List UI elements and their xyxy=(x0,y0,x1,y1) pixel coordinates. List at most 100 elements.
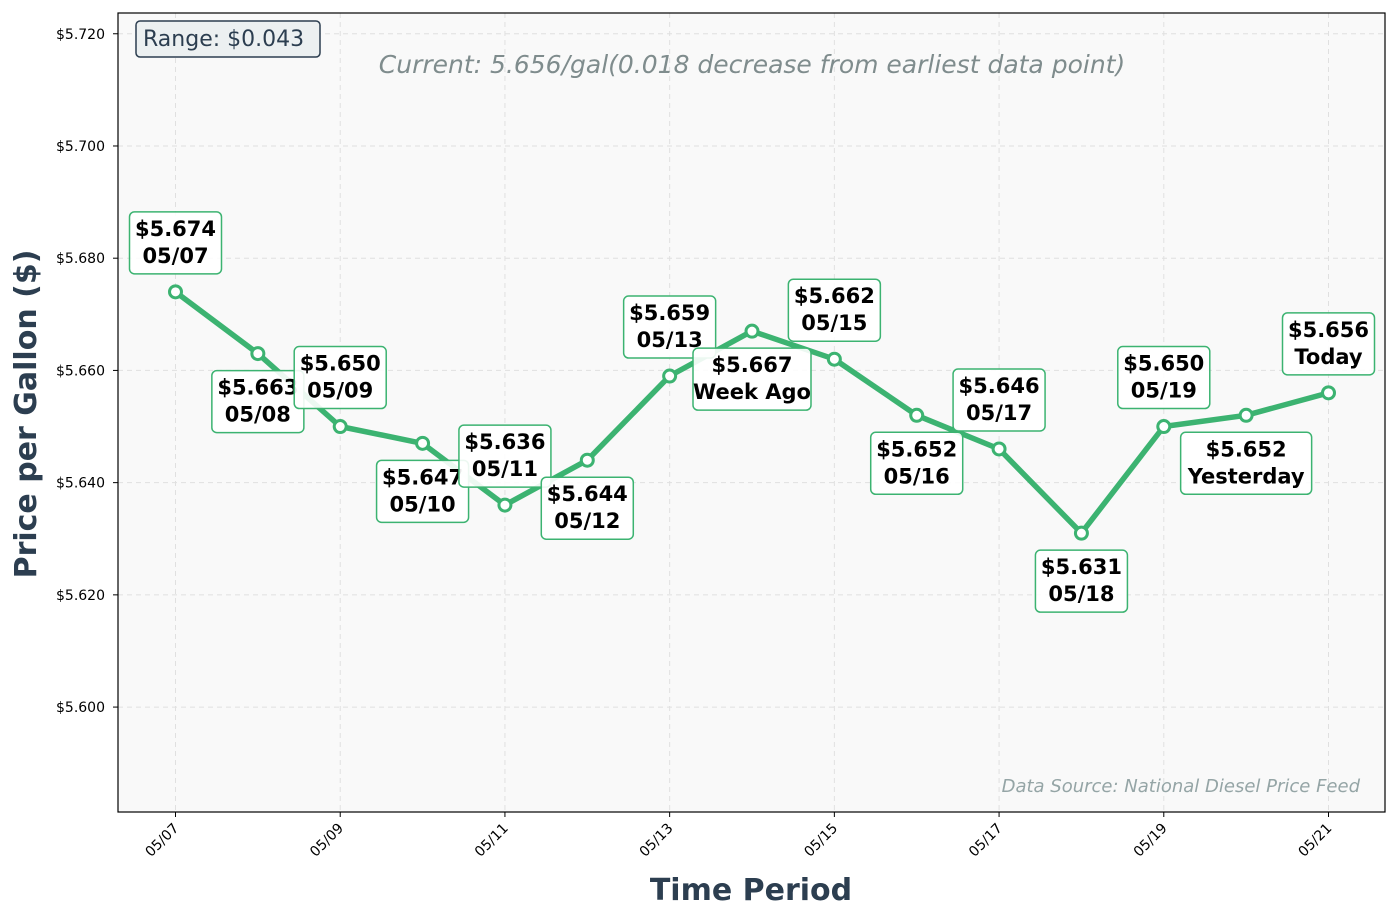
y-axis-ticks: $5.600 $5.620 $5.640 $5.660 $5.680 $5.700 $5.7… xyxy=(56,27,118,716)
annotation-box xyxy=(622,295,717,359)
annotation-price: $5.674 xyxy=(135,217,216,241)
annotation-box xyxy=(869,431,964,496)
point-annotation: $5.662 05/15 xyxy=(787,278,882,342)
data-point xyxy=(1321,385,1336,401)
point-annotation: $5.646 05/17 xyxy=(952,368,1046,432)
annotation-price: $5.652 xyxy=(876,437,957,461)
annotation-date: Week Ago xyxy=(693,380,811,404)
annotation-price: $5.650 xyxy=(300,352,381,376)
y-axis-title: Price per Gallon ($) xyxy=(9,250,44,579)
point-annotation: $5.663 05/08 xyxy=(211,369,305,434)
range-box: Range: $0.043 xyxy=(135,20,321,58)
annotation-date: 05/16 xyxy=(884,464,950,488)
annotation-box xyxy=(1281,312,1376,376)
point-annotation: $5.659 05/13 xyxy=(622,295,717,359)
annotation-price: $5.631 xyxy=(1041,555,1122,579)
x-tick-label: 05/21 xyxy=(1295,821,1335,861)
annotation-price: $5.663 xyxy=(217,376,298,400)
data-point xyxy=(415,435,431,451)
data-point xyxy=(1238,407,1254,423)
chart-subtitle: Current: 5.656/gal(0.018 decrease from e… xyxy=(379,50,1125,79)
annotation-date: Today xyxy=(1294,345,1363,369)
point-annotation: $5.652 Yesterday xyxy=(1179,431,1313,496)
point-annotation: $5.647 05/10 xyxy=(375,459,470,524)
plot-area xyxy=(118,13,1385,812)
point-annotation: $5.650 05/19 xyxy=(1117,345,1211,410)
data-point xyxy=(662,368,678,384)
annotation-date: 05/09 xyxy=(307,379,373,403)
annotation-date: Yesterday xyxy=(1187,464,1305,488)
annotation-price: $5.650 xyxy=(1123,352,1204,376)
x-tick-label: 05/09 xyxy=(307,821,347,861)
point-annotation: $5.674 05/07 xyxy=(128,211,223,275)
annotation-price: $5.659 xyxy=(629,301,710,325)
data-point xyxy=(250,346,266,362)
data-point xyxy=(579,452,595,468)
annotation-price: $5.656 xyxy=(1288,318,1369,342)
x-axis-title: Time Period xyxy=(650,873,852,908)
annotation-date: 05/08 xyxy=(225,403,291,427)
point-annotations: $5.674 05/07 $5.663 05/08 $5.650 05/09 $5.647 0… xyxy=(128,211,1376,613)
annotation-box xyxy=(128,211,223,275)
y-tick-label: $5.700 xyxy=(56,139,105,155)
point-annotation: $5.667 Week Ago xyxy=(692,347,812,411)
annotation-box xyxy=(787,278,882,342)
plot-frame xyxy=(117,12,1386,813)
annotation-price: $5.647 xyxy=(382,465,463,489)
point-annotation: $5.650 05/09 xyxy=(293,345,387,410)
annotation-box xyxy=(692,347,812,411)
x-tick-label: 05/07 xyxy=(142,821,182,861)
annotation-date: 05/13 xyxy=(637,328,703,352)
y-tick-label: $5.680 xyxy=(56,251,105,267)
annotation-price: $5.636 xyxy=(464,430,545,454)
data-point xyxy=(826,351,842,367)
data-point xyxy=(1156,419,1172,435)
annotation-date: 05/11 xyxy=(472,457,538,481)
annotation-date: 05/19 xyxy=(1131,379,1197,403)
annotation-date: 05/18 xyxy=(1048,582,1114,606)
annotation-price: $5.652 xyxy=(1206,437,1287,461)
data-point xyxy=(168,284,183,300)
y-tick-label: $5.640 xyxy=(56,476,105,492)
annotation-date: 05/07 xyxy=(142,244,208,268)
annotation-date: 05/15 xyxy=(801,311,867,335)
annotation-box xyxy=(540,476,635,540)
x-tick-label: 05/17 xyxy=(966,821,1006,861)
annotation-price: $5.667 xyxy=(711,353,792,377)
annotation-price: $5.646 xyxy=(959,374,1040,398)
x-tick-label: 05/11 xyxy=(472,821,512,861)
x-tick-label: 05/13 xyxy=(637,821,677,861)
annotation-box xyxy=(1117,345,1211,410)
annotation-box xyxy=(1034,549,1129,613)
point-annotation: $5.644 05/12 xyxy=(540,476,635,540)
annotation-price: $5.662 xyxy=(794,284,875,308)
annotation-box xyxy=(293,345,387,410)
x-axis-ticks: 05/07 05/09 05/11 05/13 05/15 05/17 05/19 05/21 xyxy=(142,812,1335,860)
annotation-price: $5.644 xyxy=(547,482,628,506)
point-annotation: $5.652 05/16 xyxy=(869,431,964,496)
x-tick-label: 05/15 xyxy=(801,821,841,861)
point-annotation: $5.631 05/18 xyxy=(1034,549,1129,613)
y-tick-label: $5.660 xyxy=(56,363,105,379)
data-point xyxy=(497,497,513,513)
data-point xyxy=(991,441,1007,457)
annotation-box xyxy=(375,459,470,524)
price-series-points xyxy=(168,284,1336,541)
annotation-box xyxy=(458,424,552,488)
range-label: Range: $0.043 xyxy=(143,27,304,52)
annotation-box xyxy=(952,368,1046,432)
data-point xyxy=(332,419,348,435)
annotation-date: 05/17 xyxy=(966,401,1032,425)
y-tick-label: $5.720 xyxy=(56,27,105,43)
data-point xyxy=(744,323,760,339)
data-point xyxy=(909,407,925,423)
data-point xyxy=(1073,525,1089,541)
point-annotation: $5.636 05/11 xyxy=(458,424,552,488)
data-source-note: Data Source: National Diesel Price Feed xyxy=(1002,776,1361,797)
x-tick-label: 05/19 xyxy=(1131,821,1171,861)
y-tick-label: $5.600 xyxy=(56,700,105,716)
annotation-date: 05/12 xyxy=(554,509,620,533)
annotation-date: 05/10 xyxy=(390,492,456,516)
annotation-box xyxy=(1179,431,1313,496)
